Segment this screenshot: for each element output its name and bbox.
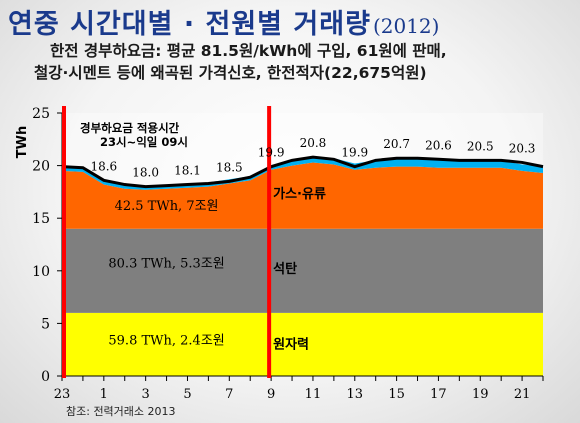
area-series-coal	[62, 228, 543, 313]
x-tick-label: 11	[305, 387, 322, 402]
window-label-line-1: 경부하요금 적용시간	[80, 121, 180, 135]
x-tick-label: 15	[388, 387, 405, 402]
total-data-label: 18.5	[216, 160, 243, 174]
source-footnote: 참조: 전력거래소 2013	[66, 405, 176, 418]
x-tick-label: 13	[347, 387, 364, 402]
x-tick-label: 23	[54, 387, 71, 402]
total-data-label: 18.6	[90, 159, 117, 173]
series-label: 원자력	[273, 338, 309, 353]
total-data-label: 20.5	[467, 139, 494, 153]
title-text: 연중 시간대별 · 전원별 거래량	[8, 9, 371, 40]
total-data-label: 18.1	[174, 164, 201, 178]
band-annotation: 80.3 TWh, 5.3조원	[108, 257, 224, 272]
y-tick-label: 0	[41, 369, 50, 385]
series-label: 가스·유류	[273, 187, 326, 202]
x-tick-label: 21	[514, 387, 531, 402]
total-data-label: 20.8	[300, 136, 327, 150]
x-tick-label: 19	[472, 387, 489, 402]
subtitle-line-1: 한전 경부하요금: 평균 81.5원/kWh에 구입, 61원에 판매,	[50, 42, 447, 60]
total-line	[61, 155, 544, 189]
total-data-label: 20.3	[509, 141, 536, 155]
y-tick-label: 10	[32, 264, 50, 280]
y-tick-label: 20	[32, 159, 50, 175]
x-tick-label: 5	[183, 387, 191, 402]
y-axis-label: TWh	[15, 126, 30, 158]
area-series-other	[62, 156, 543, 190]
area-series-nuclear	[62, 312, 543, 376]
total-data-label: 19.9	[258, 146, 285, 160]
area-series-gas_oil	[62, 162, 543, 229]
subtitle-line-2: 철강·시멘트 등에 왜곡된 가격신호, 한전적자(22,675억원)	[34, 64, 427, 82]
x-tick-label: 17	[430, 387, 447, 402]
x-tick-label: 9	[267, 387, 275, 402]
y-tick-label: 15	[32, 211, 50, 227]
title-year: (2012)	[372, 14, 440, 38]
y-tick-label: 25	[32, 106, 50, 122]
series-label: 석탄	[273, 261, 297, 277]
total-data-label: 20.6	[425, 138, 452, 152]
band-annotation: 59.8 TWh, 2.4조원	[108, 333, 224, 348]
total-data-label: 18.0	[132, 166, 159, 180]
x-tick-label: 1	[100, 387, 108, 402]
x-tick-label: 7	[225, 387, 233, 402]
total-data-label: 19.9	[341, 146, 368, 160]
total-data-label: 20.7	[383, 137, 410, 151]
band-annotation: 42.5 TWh, 7조원	[115, 199, 219, 214]
x-tick-label: 3	[142, 387, 150, 402]
chart-title: 연중 시간대별 · 전원별 거래량 (2012)	[8, 2, 439, 41]
window-label-line-2: 23시~익일 09시	[100, 135, 188, 149]
y-tick-label: 5	[41, 316, 50, 332]
